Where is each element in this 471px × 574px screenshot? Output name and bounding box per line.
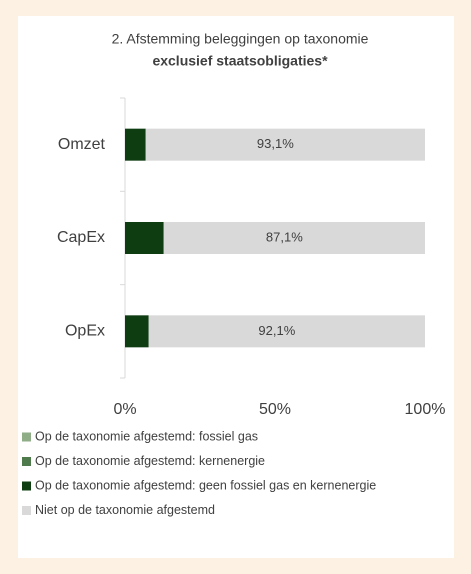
bar-segment <box>125 222 164 254</box>
data-label: 87,1% <box>266 229 303 244</box>
y-tick-label: OpEx <box>65 323 105 340</box>
bar-segment <box>148 315 425 348</box>
chart-title: 2. Afstemming beleggingen op taxonomie <box>112 31 369 47</box>
bar-segment <box>125 315 149 348</box>
bar-segment <box>125 128 146 161</box>
bar-segment <box>145 128 425 161</box>
chart-subtitle: exclusief staatsobligaties* <box>152 53 328 69</box>
bar-segment <box>163 222 425 254</box>
panel <box>18 16 454 558</box>
legend-label: Niet op de taxonomie afgestemd <box>35 503 215 517</box>
legend-label: Op de taxonomie afgestemd: kernenergie <box>35 454 265 468</box>
x-tick-label: 50% <box>259 401 291 418</box>
y-tick-label: CapEx <box>57 229 105 246</box>
legend-swatch <box>22 457 31 466</box>
legend-swatch <box>22 432 31 442</box>
y-tick-label: Omzet <box>58 136 106 153</box>
x-tick-label: 0% <box>113 401 136 418</box>
data-label: 92,1% <box>258 323 295 338</box>
legend-label: Op de taxonomie afgestemd: geen fossiel … <box>35 478 376 492</box>
x-tick-label: 100% <box>405 401 446 418</box>
data-label: 93,1% <box>257 136 294 151</box>
legend-label: Op de taxonomie afgestemd: fossiel gas <box>35 429 258 443</box>
legend-swatch <box>22 481 31 491</box>
legend-swatch <box>22 506 31 515</box>
